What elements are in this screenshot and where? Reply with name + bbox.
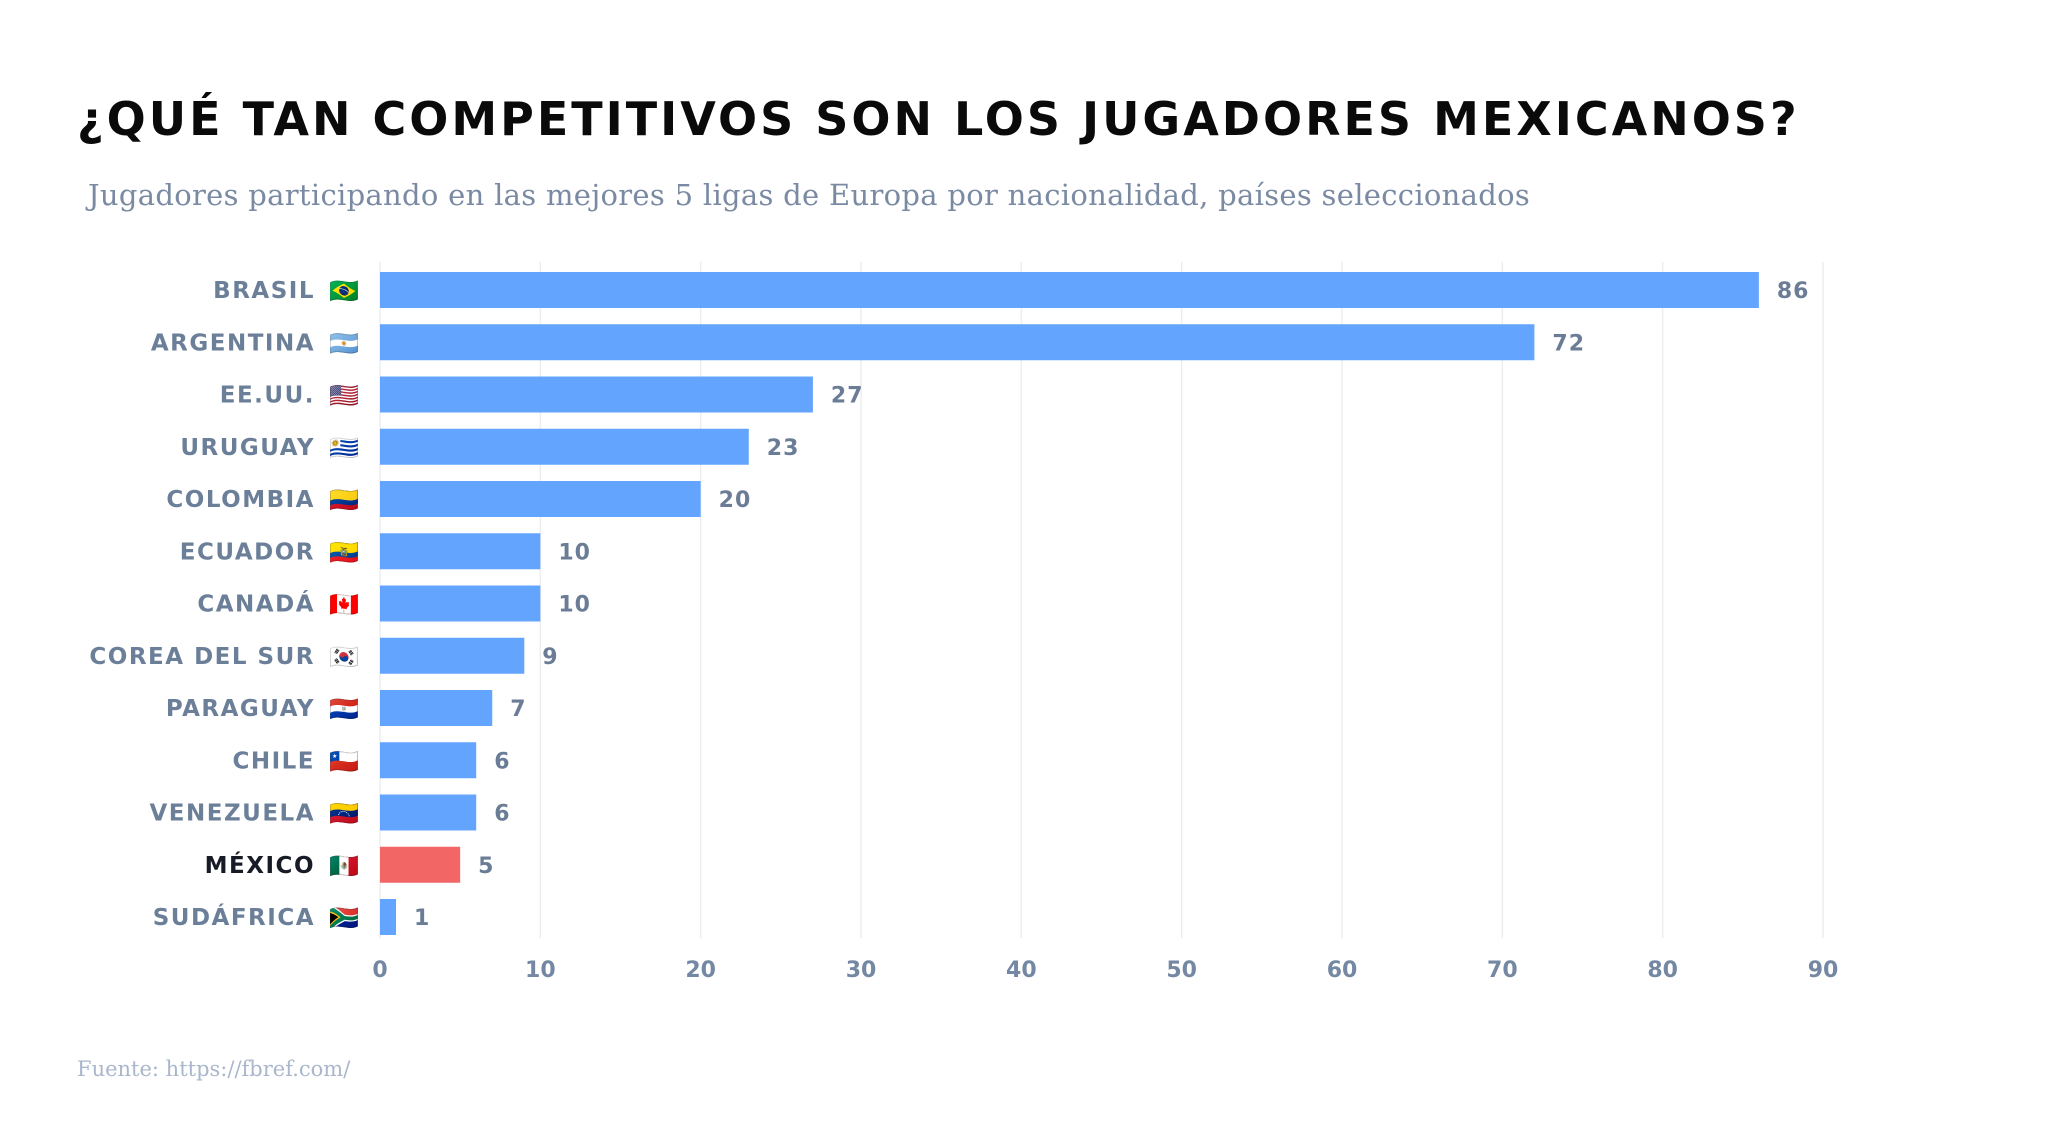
flag-icon: 🇪🇨 — [329, 539, 359, 566]
x-tick-label: 20 — [685, 958, 716, 983]
value-label: 86 — [1777, 279, 1810, 304]
value-label: 27 — [831, 384, 864, 409]
chart-subtitle: Jugadores participando en las mejores 5 … — [88, 178, 1531, 212]
bar — [380, 742, 477, 779]
category-label: COLOMBIA — [166, 487, 315, 513]
value-label: 10 — [558, 593, 591, 618]
bar-highlight — [380, 846, 461, 883]
flag-icon: 🇺🇾 — [329, 435, 359, 462]
x-tick-label: 90 — [1808, 958, 1839, 983]
bar — [380, 481, 701, 517]
value-label: 6 — [494, 802, 510, 827]
source-note: Fuente: https://fbref.com/ — [77, 1057, 351, 1081]
value-label: 7 — [510, 697, 526, 722]
flag-icon: 🇨🇴 — [329, 487, 359, 514]
flag-icon: 🇨🇱 — [329, 748, 359, 775]
flag-icon: 🇧🇷 — [329, 278, 359, 305]
flag-icon: 🇻🇪 — [329, 801, 359, 828]
value-labels: 86 72 27 23 20 10 10 9 7 6 6 5 1 — [414, 279, 1810, 931]
category-label: URUGUAY — [180, 435, 315, 461]
value-label: 6 — [494, 749, 510, 774]
chart-title: ¿QUÉ TAN COMPETITIVOS SON LOS JUGADORES … — [77, 92, 1800, 146]
flag-icon: 🇵🇾 — [329, 696, 359, 723]
flag-icon: 🇰🇷 — [329, 644, 359, 671]
x-axis-ticks: 0 10 20 30 40 50 60 70 80 90 — [372, 958, 1838, 983]
bar — [380, 428, 749, 465]
value-label: 20 — [719, 488, 752, 513]
x-tick-label: 60 — [1327, 958, 1358, 983]
value-label: 9 — [542, 645, 558, 670]
x-tick-label: 0 — [372, 958, 387, 983]
category-label: BRASIL — [213, 278, 315, 304]
category-label: EE.UU. — [220, 383, 315, 409]
flag-icon: 🇲🇽 — [329, 853, 359, 880]
bar — [380, 533, 541, 570]
x-tick-label: 40 — [1006, 958, 1037, 983]
category-labels: BRASIL 🇧🇷 ARGENTINA 🇦🇷 EE.UU. 🇺🇸 URUGUAY 🇺🇾 COLO… — [89, 278, 359, 932]
bar — [380, 690, 493, 726]
flag-icon: 🇿🇦 — [329, 905, 359, 932]
category-label: MÉXICO — [205, 851, 315, 879]
value-label: 72 — [1552, 331, 1585, 356]
x-tick-label: 10 — [525, 958, 556, 983]
category-label: ECUADOR — [180, 539, 315, 565]
value-label: 1 — [414, 906, 430, 931]
x-tick-label: 70 — [1487, 958, 1518, 983]
category-label: COREA DEL SUR — [89, 644, 315, 670]
flag-icon: 🇦🇷 — [329, 330, 359, 357]
x-tick-label: 50 — [1166, 958, 1197, 983]
bar — [380, 324, 1535, 361]
bar — [380, 272, 1759, 308]
gridlines — [379, 262, 1824, 938]
flag-icon: 🇨🇦 — [329, 592, 359, 619]
value-label: 5 — [478, 854, 494, 879]
x-tick-label: 30 — [846, 958, 877, 983]
bar — [380, 637, 525, 674]
value-label: 10 — [558, 540, 591, 565]
category-label: PARAGUAY — [166, 696, 315, 722]
x-tick-label: 80 — [1647, 958, 1678, 983]
bar — [380, 899, 397, 935]
category-label: SUDÁFRICA — [153, 903, 315, 931]
flag-icon: 🇺🇸 — [329, 383, 359, 410]
category-label: ARGENTINA — [151, 330, 315, 356]
category-label: CANADÁ — [197, 590, 315, 618]
value-label: 23 — [767, 436, 800, 461]
bars — [380, 272, 1759, 935]
bar — [380, 794, 477, 831]
category-label: CHILE — [232, 748, 315, 774]
category-label: VENEZUELA — [150, 801, 316, 827]
bar — [380, 585, 541, 622]
bar — [380, 376, 813, 413]
